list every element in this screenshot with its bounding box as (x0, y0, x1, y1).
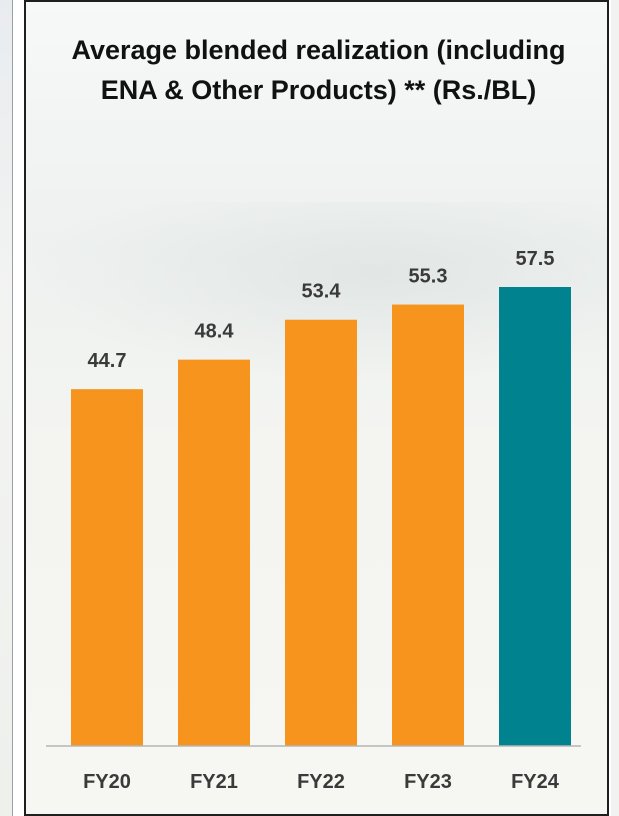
right-margin (611, 0, 619, 816)
data-label-fy20: 44.7 (88, 350, 127, 372)
bar-fy23 (392, 304, 464, 746)
data-label-fy24: 57.5 (516, 248, 555, 270)
x-tick-fy23: FY23 (404, 771, 452, 793)
x-tick-fy20: FY20 (83, 771, 131, 793)
data-label-fy23: 55.3 (409, 266, 448, 288)
bar-fy21 (178, 359, 250, 746)
data-label-fy21: 48.4 (195, 321, 235, 343)
x-tick-fy22: FY22 (297, 771, 345, 793)
data-label-fy22: 53.4 (302, 281, 342, 303)
bar-fy20 (71, 389, 143, 746)
x-tick-fy21: FY21 (190, 771, 238, 793)
x-tick-fy24: FY24 (511, 771, 560, 793)
bar-chart: 44.7 FY20 48.4 FY21 53.4 FY22 55.3 FY23 57.5 FY24 (46, 248, 581, 793)
adjacent-panel-edge (0, 0, 13, 816)
bar-fy22 (285, 319, 357, 746)
bar-fy24 (499, 287, 571, 746)
chart-panel: Average blended realization (including E… (24, 0, 609, 816)
chart-title: Average blended realization (including E… (71, 35, 566, 105)
